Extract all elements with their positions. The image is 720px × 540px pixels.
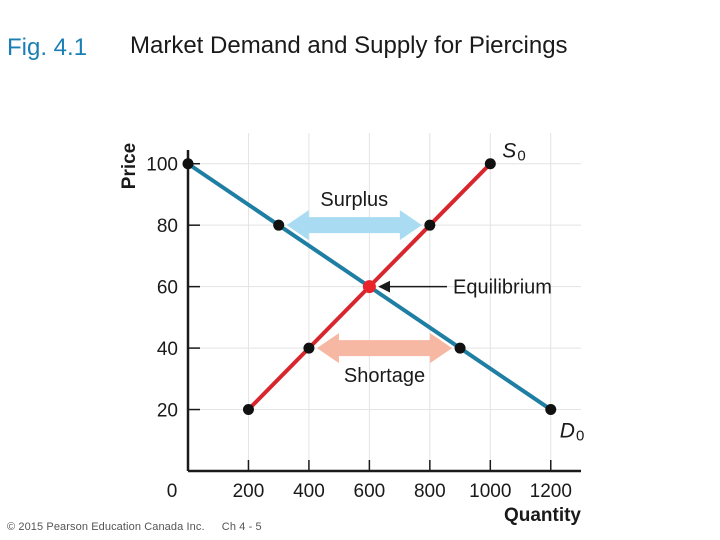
demand-point bbox=[454, 342, 466, 354]
origin-label: 0 bbox=[167, 481, 178, 502]
x-tick-label: 400 bbox=[293, 481, 325, 502]
y-tick-label: 80 bbox=[157, 216, 178, 237]
x-tick-label: 200 bbox=[233, 481, 265, 502]
demand-point bbox=[545, 404, 557, 416]
y-tick-label: 100 bbox=[146, 155, 178, 176]
supply-curve-label: S0 bbox=[502, 140, 525, 165]
axes: 20 40 60 80 100 200 400 600 800 1000 1200 0 Quantity… bbox=[119, 143, 581, 526]
shortage-arrow bbox=[316, 333, 453, 364]
y-tick-label: 20 bbox=[157, 401, 178, 422]
shortage-label: Shortage bbox=[344, 365, 425, 387]
data-points bbox=[182, 158, 557, 416]
supply-point bbox=[484, 158, 496, 170]
supply-point bbox=[242, 404, 254, 416]
x-tick-label: 1200 bbox=[530, 481, 572, 502]
surplus-label: Surplus bbox=[320, 189, 388, 211]
equilibrium-point bbox=[362, 280, 376, 294]
y-tick-label: 60 bbox=[157, 278, 178, 299]
x-axis-title: Quantity bbox=[504, 505, 581, 526]
demand-point bbox=[182, 158, 194, 170]
y-tick-label: 40 bbox=[157, 339, 178, 360]
y-axis-title: Price bbox=[119, 143, 140, 189]
x-tick-label: 1000 bbox=[469, 481, 511, 502]
demand-point bbox=[273, 219, 285, 231]
slide-reference: Ch 4 - 5 bbox=[221, 521, 262, 533]
demand-curve-label: D0 bbox=[560, 420, 585, 445]
x-tick-label: 600 bbox=[354, 481, 386, 502]
supply-point bbox=[424, 219, 436, 231]
copyright-text: © 2015 Pearson Education Canada Inc. bbox=[7, 521, 205, 533]
grid bbox=[188, 133, 581, 471]
labels: Surplus Shortage Equilibrium D0 S0 bbox=[320, 140, 584, 445]
equilibrium-label: Equilibrium bbox=[453, 277, 552, 299]
x-tick-label: 800 bbox=[414, 481, 446, 502]
surplus-arrow bbox=[286, 210, 422, 241]
supply-point bbox=[303, 342, 315, 354]
chart-title: Market Demand and Supply for Piercings bbox=[130, 32, 568, 59]
footer: © 2015 Pearson Education Canada Inc. Ch … bbox=[7, 521, 262, 533]
figure-label: Fig. 4.1 bbox=[7, 34, 88, 61]
gap-arrows bbox=[286, 210, 453, 364]
